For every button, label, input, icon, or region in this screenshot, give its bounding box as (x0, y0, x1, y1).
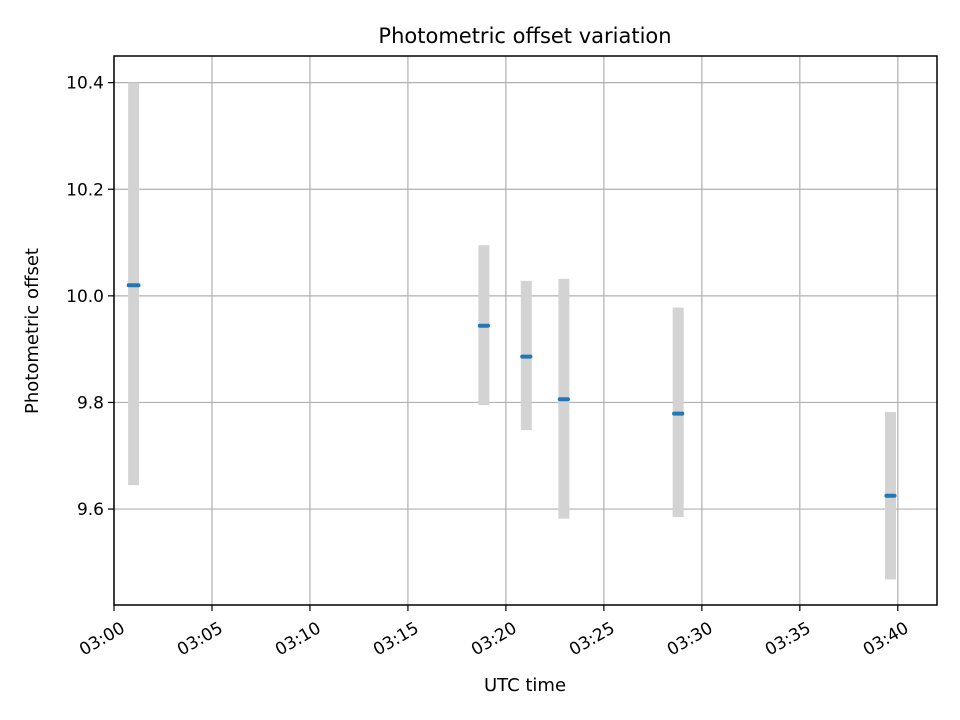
x-axis-title: UTC time (484, 675, 566, 696)
x-tick-label: 03:05 (174, 618, 226, 660)
x-tick-label: 03:30 (664, 618, 716, 660)
x-tick-label: 03:10 (272, 618, 324, 660)
y-tick-label: 9.6 (77, 500, 104, 520)
chart-title: Photometric offset variation (378, 24, 671, 48)
y-tick-label: 10.4 (66, 74, 104, 94)
error-bars (128, 82, 896, 580)
grid (113, 56, 937, 605)
y-tick-label: 10.2 (66, 180, 104, 200)
x-tick-label: 03:25 (566, 618, 618, 660)
y-axis-title: Photometric offset (22, 248, 43, 414)
x-tick-label: 03:15 (370, 618, 422, 660)
y-tick-label: 9.8 (77, 393, 104, 413)
plot-frame (113, 55, 938, 606)
y-tick-label: 10.0 (66, 287, 104, 307)
x-tick-label: 03:00 (76, 618, 128, 660)
x-tick-label: 03:20 (468, 618, 520, 660)
data-points (126, 283, 897, 498)
x-tick-label: 03:35 (762, 618, 814, 660)
y-axis: 9.6 9.8 10.0 10.2 10.4 (66, 74, 114, 520)
x-tick-label: 03:40 (860, 618, 912, 660)
x-axis: 03:00 03:05 03:10 03:15 03:20 03:25 03:30 03:35… (76, 605, 912, 660)
